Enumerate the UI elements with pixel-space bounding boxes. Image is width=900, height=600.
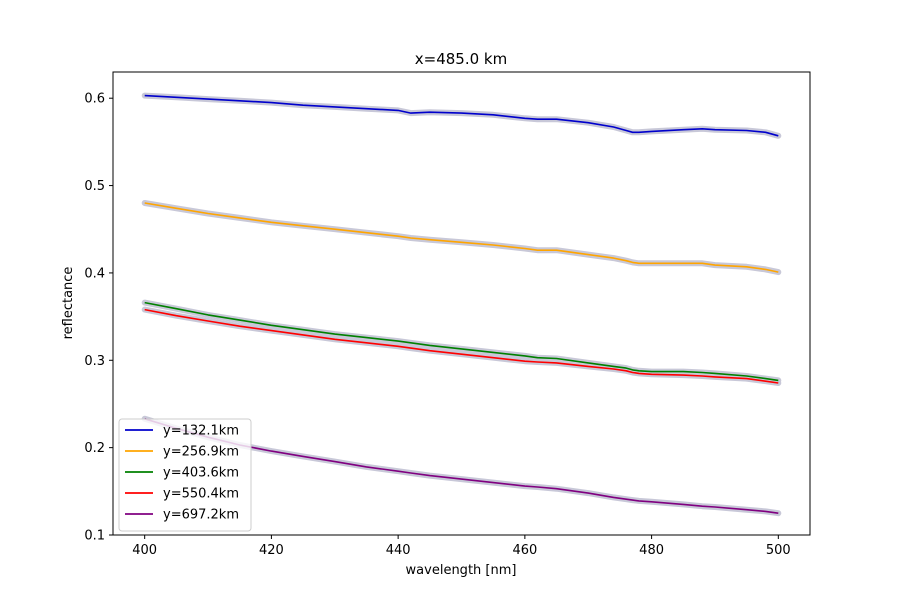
series-line-4 xyxy=(144,308,779,384)
legend-label: y=256.9km xyxy=(163,445,239,460)
legend: y=132.1km y=256.9km y=403.6km y=550.4km y=69… xyxy=(118,418,252,532)
series-line-3 xyxy=(144,301,779,382)
x-tick-label: 400 xyxy=(132,543,157,558)
y-tick-label: 0.6 xyxy=(84,92,105,107)
y-tick-label: 0.5 xyxy=(84,179,105,194)
plot-frame xyxy=(112,71,811,536)
legend-label: y=697.2km xyxy=(163,508,239,523)
legend-box xyxy=(118,418,252,532)
x-tick-label: 440 xyxy=(386,543,411,558)
x-tick-label: 460 xyxy=(512,543,537,558)
y-axis: 0.1 0.2 0.3 0.4 0.5 0.6 xyxy=(84,92,113,544)
x-tick-label: 420 xyxy=(259,543,284,558)
x-axis-label: wavelength [nm] xyxy=(406,563,517,578)
legend-label: y=132.1km xyxy=(163,424,239,439)
x-tick-label: 500 xyxy=(766,543,791,558)
y-tick-label: 0.1 xyxy=(84,529,105,544)
chart-title: x=485.0 km xyxy=(415,50,507,68)
series-line-1 xyxy=(144,94,779,137)
series-lines xyxy=(144,94,779,514)
series-line-5 xyxy=(144,418,779,514)
y-tick-label: 0.3 xyxy=(84,354,105,369)
y-tick-label: 0.4 xyxy=(84,266,105,281)
legend-label: y=403.6km xyxy=(163,466,239,481)
legend-label: y=550.4km xyxy=(163,487,239,502)
y-axis-label: reflectance xyxy=(61,267,76,340)
x-axis: 400 420 440 460 480 500 xyxy=(132,535,791,558)
x-tick-label: 480 xyxy=(639,543,664,558)
series-line-2 xyxy=(144,202,779,273)
y-tick-label: 0.2 xyxy=(84,441,105,456)
